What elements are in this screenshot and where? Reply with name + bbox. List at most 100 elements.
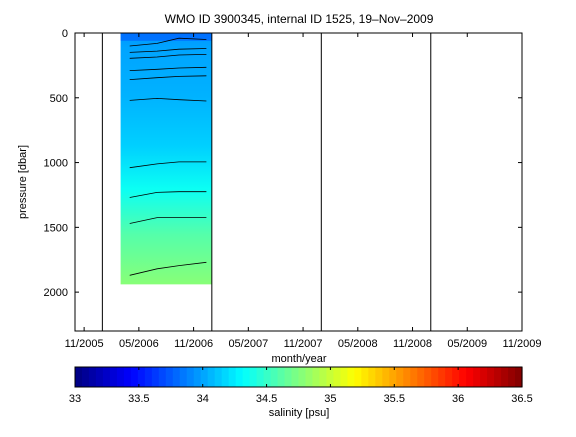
- colorbar-swatch: [81, 367, 90, 387]
- colorbar-swatch: [459, 367, 467, 387]
- contour-line: [129, 75, 207, 80]
- colorbar-swatch: [305, 367, 314, 387]
- colorbar-swatch: [333, 367, 342, 387]
- colorbar-tick-label: 35: [324, 393, 336, 405]
- colorbar-tick-label: 36.5: [511, 393, 532, 405]
- x-tick-label: 11/2008: [393, 338, 432, 350]
- colorbar-swatch: [473, 367, 481, 387]
- colorbar-tick-label: 36: [452, 393, 464, 405]
- x-tick-label: 11/2006: [174, 338, 213, 350]
- colorbar-swatch: [158, 367, 167, 387]
- colorbar-swatch: [445, 367, 453, 387]
- colorbar-swatch: [389, 367, 397, 387]
- colorbar-swatch: [256, 367, 265, 387]
- colorbar-swatch: [144, 367, 153, 387]
- colorbar-tick-label: 35.5: [384, 393, 405, 405]
- colorbar-swatch: [88, 367, 97, 387]
- colorbar-swatch: [494, 367, 502, 387]
- colorbar-label: salinity [psu]: [269, 407, 330, 419]
- colorbar-swatch: [193, 367, 202, 387]
- colorbar-swatch: [263, 367, 272, 387]
- colorbar-swatch: [207, 367, 216, 387]
- colorbar-swatch: [172, 367, 181, 387]
- contour-line: [129, 37, 207, 47]
- colorbar-swatch: [466, 367, 474, 387]
- colorbar-swatch: [151, 367, 160, 387]
- colorbar-fill: [75, 367, 523, 387]
- colorbar-swatch: [242, 367, 251, 387]
- colorbar-swatch: [221, 367, 230, 387]
- ticks-layer: 11/2005 05/2006 11/2006 05/2007 11/2007 05/20…: [44, 28, 542, 350]
- colorbar-swatch: [312, 367, 321, 387]
- x-tick-label: 11/2009: [503, 338, 542, 350]
- colorbar-swatch: [284, 367, 293, 387]
- colorbar-swatch: [396, 367, 404, 387]
- x-tick-label: 11/2007: [284, 338, 323, 350]
- colorbar-swatch: [179, 367, 188, 387]
- colorbar-swatch: [480, 367, 488, 387]
- colorbar-swatch: [235, 367, 244, 387]
- y-tick-label: 1000: [44, 158, 68, 170]
- y-tick-label: 1500: [44, 222, 68, 234]
- colorbar-swatch: [375, 367, 383, 387]
- y-tick-label: 500: [50, 93, 68, 105]
- x-tick-label: 05/2008: [338, 338, 378, 350]
- colorbar-swatch: [109, 367, 118, 387]
- contour-line: [129, 161, 207, 169]
- colorbar-swatch: [165, 367, 174, 387]
- colorbar-swatch: [382, 367, 390, 387]
- colorbar-swatch: [130, 367, 139, 387]
- colorbar-swatch: [410, 367, 418, 387]
- colorbar-swatch: [438, 367, 446, 387]
- colorbar-ticks: 33 33.5 34 34.5 35 35.5 36 36.5: [69, 367, 533, 405]
- colorbar-swatch: [431, 367, 439, 387]
- x-axis-label: month/year: [271, 353, 326, 365]
- colorbar-frame: [74, 366, 523, 388]
- colorbar-swatch: [298, 367, 307, 387]
- colorbar-swatch: [102, 367, 111, 387]
- contour-line: [129, 261, 207, 276]
- salinity-field: [120, 33, 212, 285]
- colorbar-swatch: [123, 367, 132, 387]
- colorbar-swatch: [347, 367, 355, 387]
- colorbar-swatch: [277, 367, 286, 387]
- colorbar-swatch: [249, 367, 258, 387]
- colorbar-swatch: [487, 367, 495, 387]
- colorbar-swatch: [424, 367, 432, 387]
- colorbar-swatch: [403, 367, 411, 387]
- colorbar-swatch: [326, 367, 335, 387]
- colorbar-swatch: [515, 367, 523, 387]
- y-axis-label: pressure [dbar]: [17, 145, 29, 219]
- plot-lines-layer: [101, 33, 432, 331]
- colorbar-swatch: [417, 367, 425, 387]
- colorbar-tick-label: 34: [197, 393, 209, 405]
- colorbar-swatch: [137, 367, 146, 387]
- salinity-surface-patch: [120, 33, 212, 41]
- colorbar-tick-label: 34.5: [256, 393, 277, 405]
- colorbar-swatch: [354, 367, 362, 387]
- colorbar-swatch: [186, 367, 195, 387]
- contour-line: [129, 97, 207, 102]
- x-tick-label: 11/2005: [65, 338, 104, 350]
- colorbar-swatch: [95, 367, 104, 387]
- contour-line: [129, 54, 207, 59]
- x-tick-label: 05/2006: [119, 338, 159, 350]
- contour-line: [129, 48, 207, 53]
- colorbar-tick-label: 33.5: [128, 393, 149, 405]
- colorbar-swatch: [291, 367, 300, 387]
- chart-title: WMO ID 3900345, internal ID 1525, 19–Nov…: [165, 12, 434, 26]
- colorbar-swatch: [319, 367, 328, 387]
- colorbar-swatch: [75, 367, 83, 387]
- y-tick-label: 0: [62, 28, 68, 40]
- plot-frame: [74, 32, 523, 332]
- x-tick-label: 05/2009: [447, 338, 487, 350]
- colorbar-swatch: [508, 367, 516, 387]
- colorbar-swatch: [340, 367, 348, 387]
- colorbar-swatch: [452, 367, 460, 387]
- colorbar-swatch: [200, 367, 209, 387]
- contour-line: [129, 191, 207, 198]
- colorbar-swatch: [501, 367, 509, 387]
- colorbar-swatch: [228, 367, 237, 387]
